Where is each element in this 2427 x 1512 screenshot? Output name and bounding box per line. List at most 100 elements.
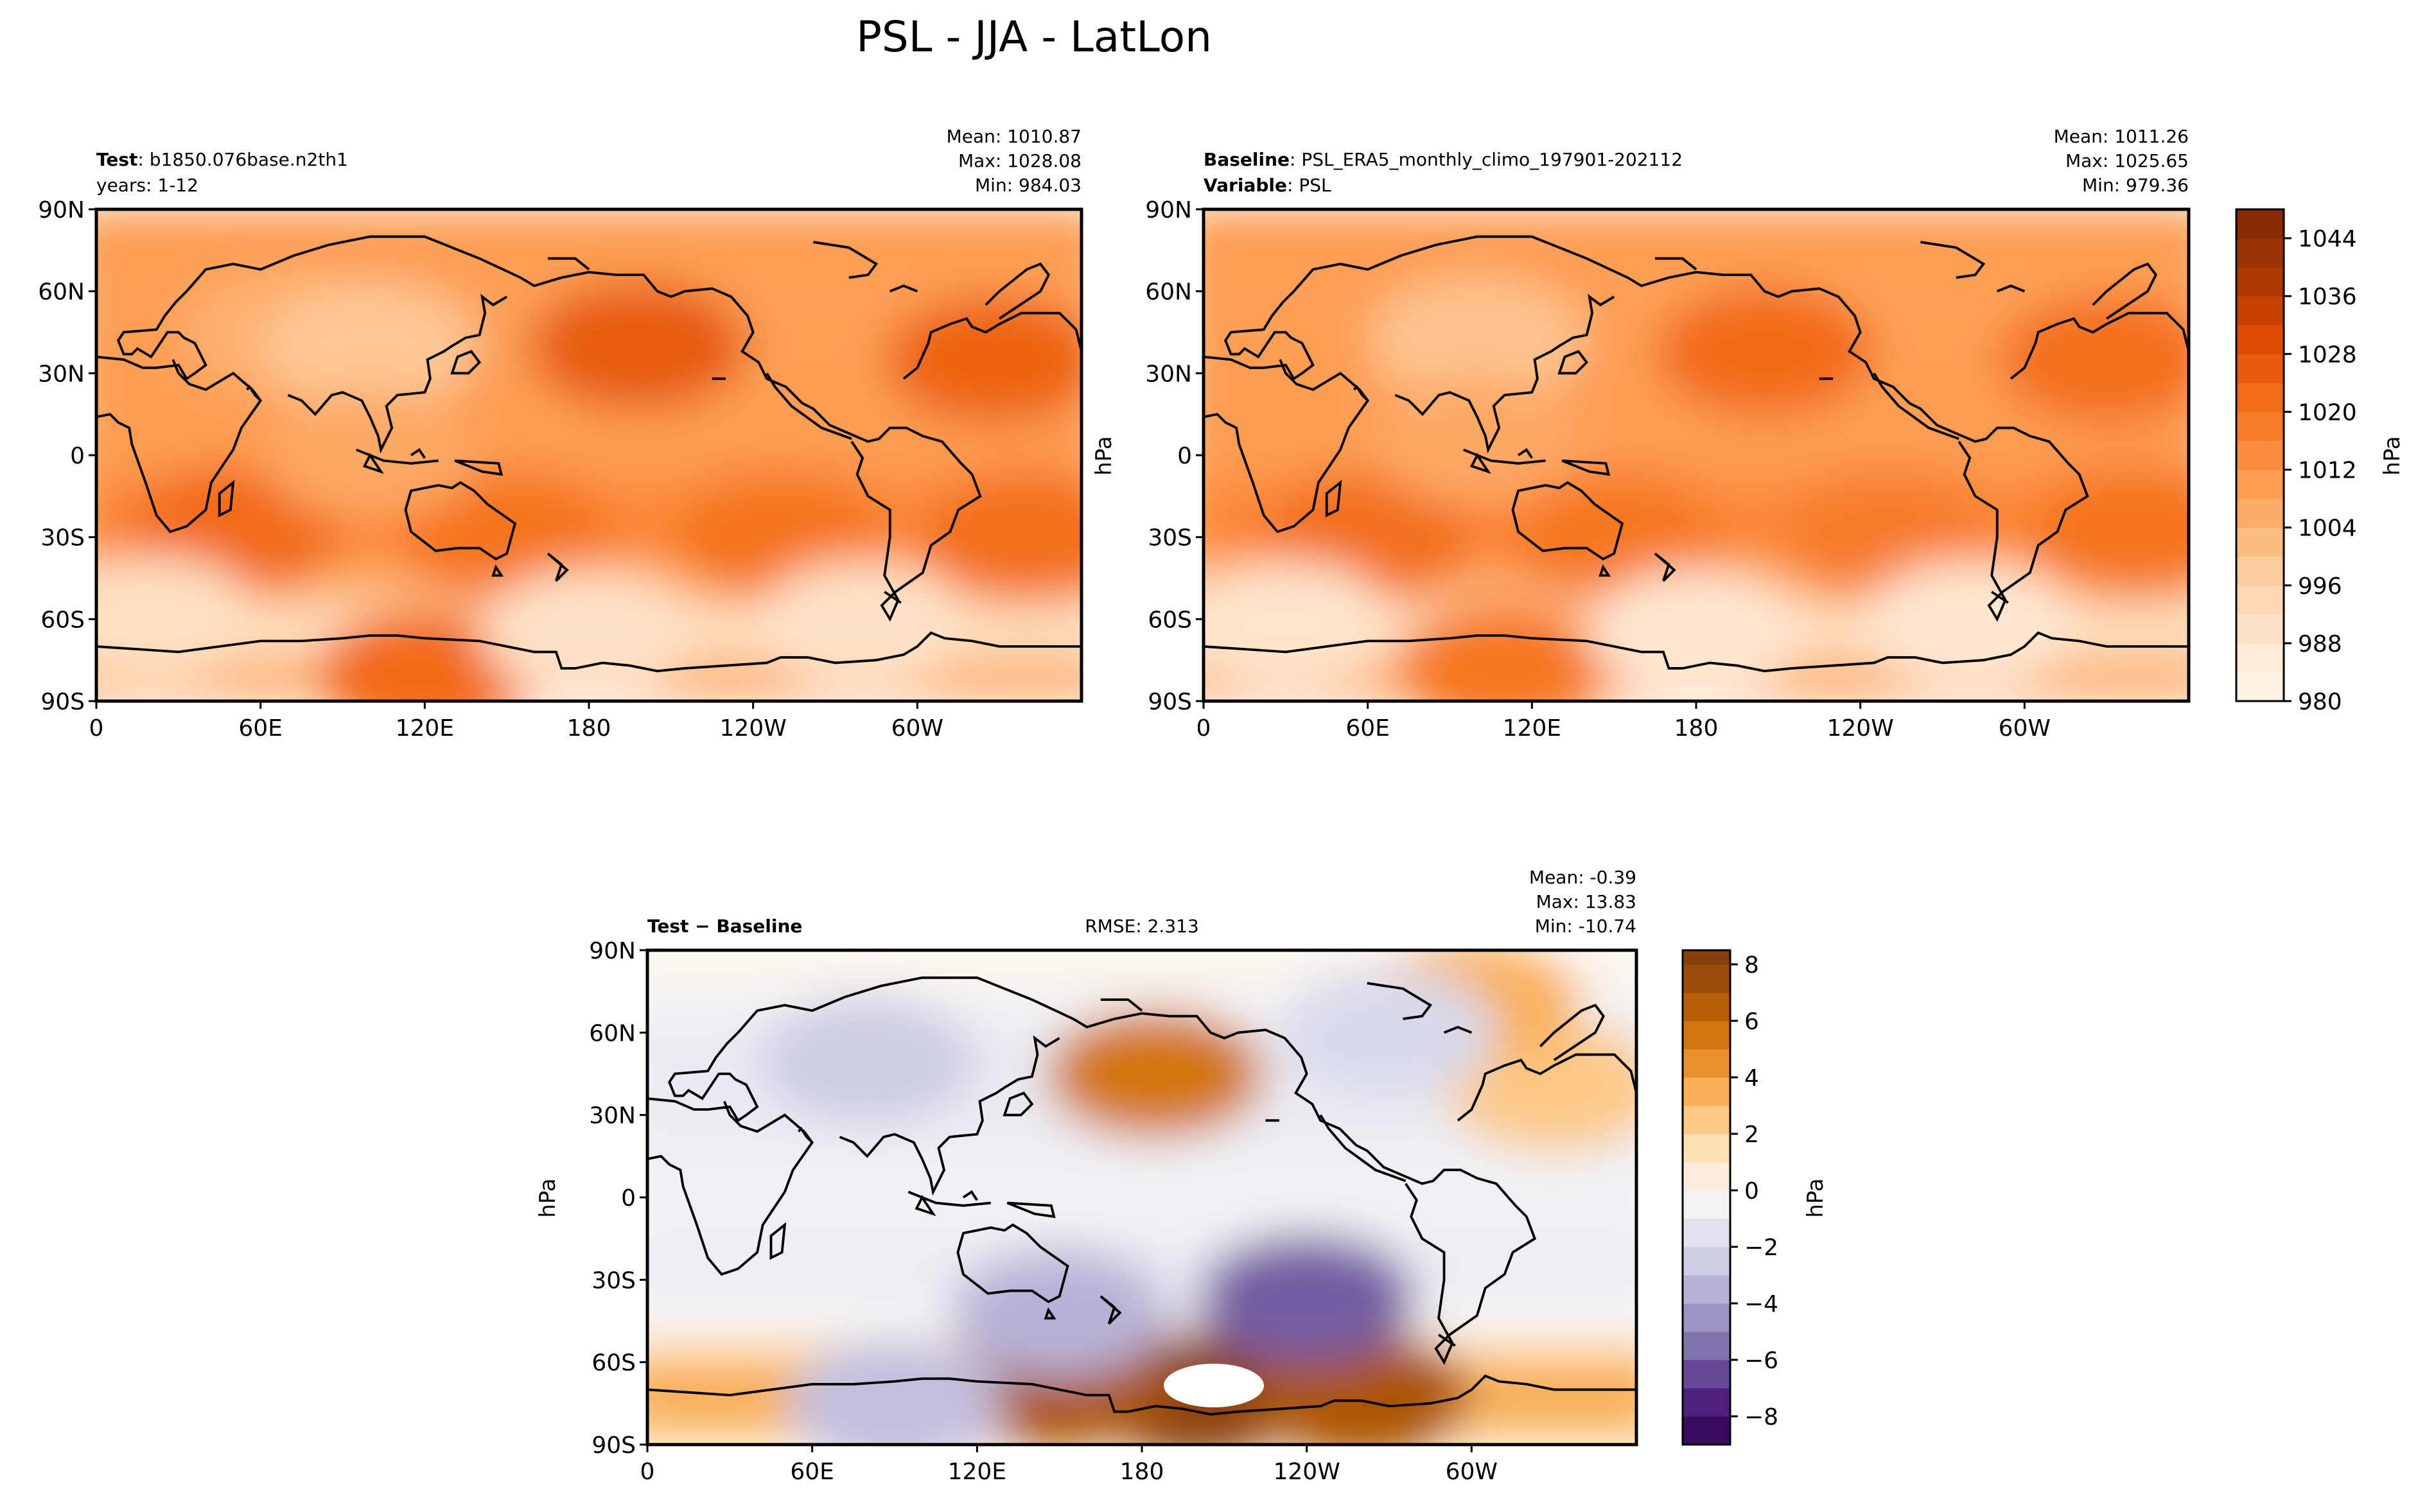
field-anomaly bbox=[261, 282, 478, 410]
diff-min: Min: -10.74 bbox=[1535, 916, 1636, 937]
field-band bbox=[647, 1142, 1636, 1157]
diff-axis-ticks: 0 60E 120E 180 120W 60W 90N 60N 30N 0 30S 60S 90S bbox=[589, 938, 1498, 1485]
lon-tick-label: 120W bbox=[1827, 715, 1894, 742]
field-anomaly bbox=[1369, 378, 1586, 506]
colorbar-tick-label: 1020 bbox=[2298, 399, 2357, 426]
lat-tick-label: 90N bbox=[1145, 197, 1192, 223]
field-anomaly bbox=[1396, 604, 1613, 701]
colorbar-band bbox=[2236, 296, 2284, 326]
diff-colorbar-ticks: −8 −6 −4 −2 0 2 4 6 8 bbox=[1730, 952, 1778, 1430]
lon-tick-label: 0 bbox=[1196, 715, 1211, 742]
lon-tick-label: 120W bbox=[720, 715, 787, 742]
lat-tick-label: 60S bbox=[1148, 607, 1192, 633]
baseline-header-line1: Baseline: PSL_ERA5_monthly_climo_197901-… bbox=[1204, 149, 1683, 170]
field-anomaly bbox=[2026, 467, 2189, 596]
colorbar-band bbox=[2236, 440, 2284, 471]
field-band bbox=[647, 1197, 1636, 1212]
field-anomaly bbox=[1998, 295, 2189, 424]
colorbar-tick-label: 988 bbox=[2298, 631, 2342, 657]
field-anomaly bbox=[480, 569, 697, 697]
field-band bbox=[1204, 427, 2189, 442]
colorbar-tick-label: −8 bbox=[1744, 1404, 1778, 1430]
lat-tick-label: 0 bbox=[621, 1185, 636, 1212]
colorbar-band bbox=[2236, 238, 2284, 268]
field-band bbox=[96, 236, 1082, 251]
field-band bbox=[1204, 263, 2189, 279]
colorbar-band bbox=[1683, 1332, 1730, 1360]
colorbar-tick-label: −4 bbox=[1744, 1291, 1778, 1317]
field-anomaly bbox=[96, 555, 259, 683]
test-coastlines bbox=[96, 235, 1082, 673]
colorbar-band bbox=[2236, 498, 2284, 528]
lat-tick-label: 60N bbox=[38, 279, 85, 306]
figure-title: PSL - JJA - LatLon bbox=[856, 12, 1212, 62]
colorbar-band bbox=[1683, 1190, 1730, 1219]
colorbar-band bbox=[1683, 1416, 1730, 1445]
diff-map-panel: 0 60E 120E 180 120W 60W 90N 60N 30N 0 30S 60S 90S Te… bbox=[535, 867, 1638, 1485]
field-band bbox=[96, 263, 1082, 279]
colorbar-tick-label: 1044 bbox=[2298, 226, 2357, 252]
diff-colorbar-frame bbox=[1681, 949, 1731, 1446]
lat-tick-label: 90S bbox=[40, 689, 85, 715]
baseline-header-label: Baseline bbox=[1204, 149, 1290, 170]
baseline-mean: Mean: 1011.26 bbox=[2054, 126, 2189, 147]
colorbar-band bbox=[1683, 1106, 1730, 1134]
colorbar-tick-label: −6 bbox=[1744, 1348, 1778, 1374]
field-band bbox=[1204, 209, 2189, 224]
field-anomaly bbox=[529, 282, 747, 410]
field-anomaly bbox=[1204, 560, 1394, 689]
lon-tick-label: 120E bbox=[396, 715, 454, 742]
psl-colorbar-ticks: 980 988 996 1004 1012 1020 1028 1036 1044 bbox=[2284, 226, 2357, 715]
colorbar-band bbox=[2236, 325, 2284, 354]
colorbar-band bbox=[1683, 1049, 1730, 1078]
colorbar-band bbox=[2236, 672, 2284, 702]
psl-colorbar: 980 988 996 1004 1012 1020 1028 1036 1044 hPa bbox=[2235, 208, 2405, 715]
colorbar-band bbox=[1683, 1360, 1730, 1389]
field-band bbox=[1204, 249, 2189, 265]
colorbar-band bbox=[2236, 383, 2284, 412]
test-header-years: years: 1-12 bbox=[96, 175, 198, 196]
diff-ylabel: hPa bbox=[535, 1178, 561, 1217]
baseline-map-panel: 0 60E 120E 180 120W 60W 90N 60N 30N 0 30S 60S 90S Ba… bbox=[1091, 126, 2191, 742]
colorbar-band bbox=[2236, 556, 2284, 586]
colorbar-tick-label: 0 bbox=[1744, 1178, 1759, 1204]
colorbar-band bbox=[2236, 209, 2284, 239]
field-band bbox=[96, 222, 1082, 238]
lon-tick-label: 60E bbox=[1345, 715, 1390, 742]
baseline-header-line2: Variable: PSL bbox=[1204, 175, 1331, 196]
field-band bbox=[1204, 236, 2189, 251]
diff-header: Test − Baseline bbox=[647, 916, 802, 937]
lat-tick-label: 90S bbox=[1148, 689, 1192, 715]
test-header-name: b1850.076base.n2th1 bbox=[150, 149, 348, 170]
colorbar-band bbox=[2236, 614, 2284, 644]
diff-rmse: RMSE: 2.313 bbox=[1085, 916, 1199, 937]
test-header-label: Test bbox=[96, 149, 137, 170]
field-anomaly bbox=[785, 1339, 1004, 1445]
colorbar-band bbox=[1683, 964, 1730, 993]
baseline-variable-label: Variable bbox=[1204, 175, 1287, 196]
diff-psl-field bbox=[647, 950, 1636, 1445]
diff-colorbar-label: hPa bbox=[1803, 1178, 1828, 1217]
field-anomaly bbox=[918, 473, 1082, 602]
diff-colorbar-bands bbox=[1683, 950, 1730, 1445]
field-band bbox=[647, 1155, 1636, 1171]
baseline-header-name: PSL_ERA5_monthly_climo_197901-202112 bbox=[1301, 149, 1683, 170]
lon-tick-label: 180 bbox=[1674, 715, 1719, 742]
test-header-line1: Test: b1850.076base.n2th1 bbox=[96, 149, 348, 170]
lat-tick-label: 30S bbox=[591, 1267, 636, 1294]
baseline-max: Max: 1025.65 bbox=[2065, 150, 2189, 171]
colorbar-tick-label: 1028 bbox=[2298, 342, 2357, 368]
psl-colorbar-frame bbox=[2235, 208, 2285, 702]
colorbar-band bbox=[2236, 643, 2284, 673]
field-band bbox=[647, 950, 1636, 965]
field-band bbox=[96, 695, 1082, 701]
lat-tick-label: 30N bbox=[1145, 361, 1192, 387]
colorbar-tick-label: 980 bbox=[2298, 689, 2342, 715]
diff-colorbar: −8 −6 −4 −2 0 2 4 6 8 hPa bbox=[1681, 949, 1828, 1446]
lat-tick-label: 30N bbox=[589, 1103, 636, 1129]
colorbar-tick-label: 2 bbox=[1744, 1122, 1759, 1148]
lon-tick-label: 120E bbox=[1503, 715, 1561, 742]
colorbar-tick-label: 1004 bbox=[2298, 516, 2357, 542]
field-band bbox=[96, 209, 1082, 224]
psl-colorbar-bands bbox=[2236, 209, 2284, 702]
